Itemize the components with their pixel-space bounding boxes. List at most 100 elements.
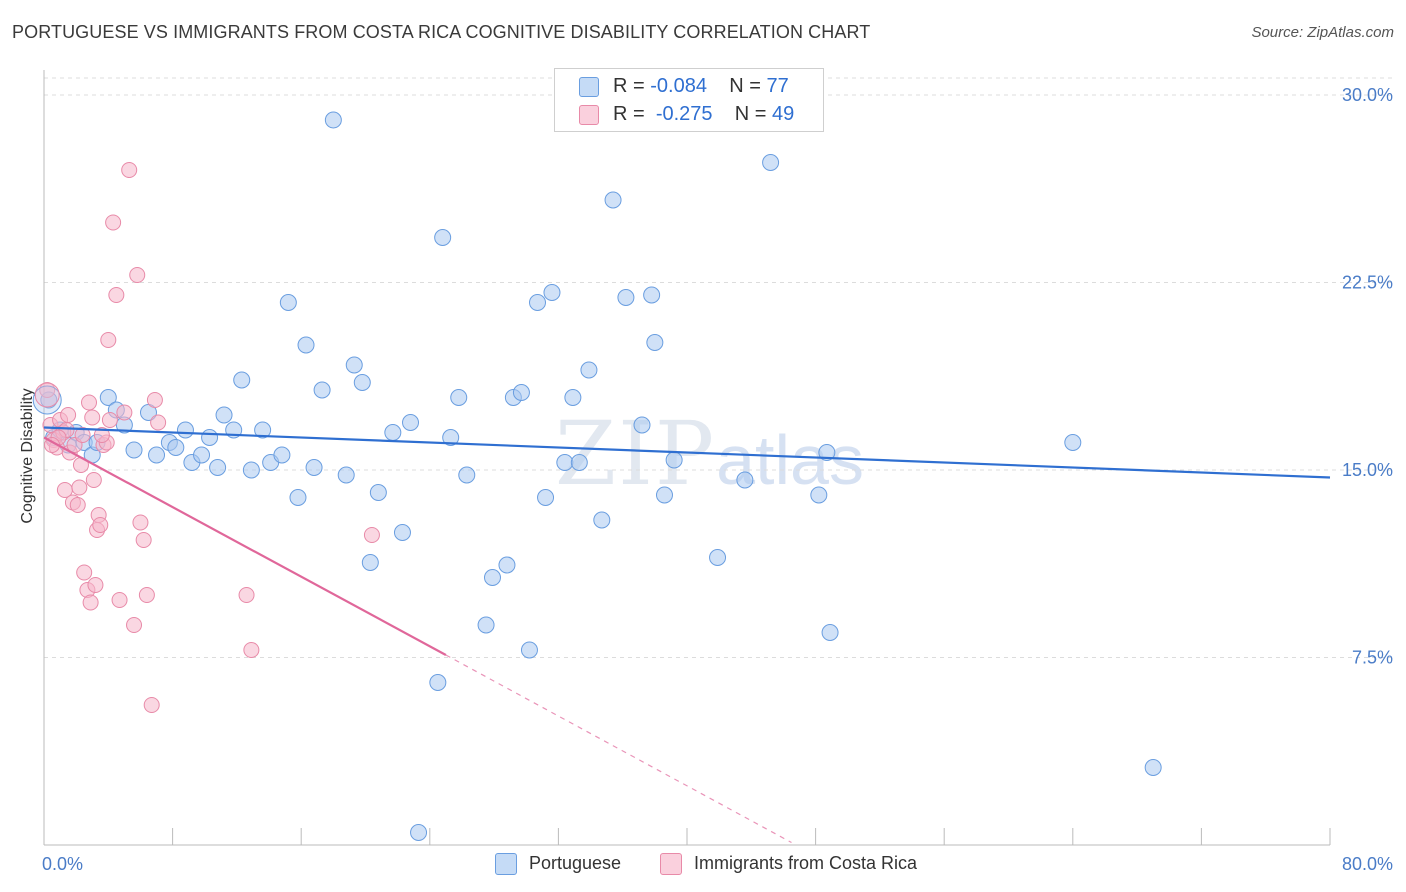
portuguese-point xyxy=(498,556,516,574)
costa-rica-point xyxy=(100,332,117,348)
portuguese-point xyxy=(233,371,251,389)
costa-rica-point xyxy=(85,472,102,488)
y-tick-label: 15.0% xyxy=(1342,460,1393,480)
portuguese-trend-line xyxy=(43,426,1331,479)
portuguese-point xyxy=(665,451,683,469)
portuguese-point xyxy=(580,361,598,379)
portuguese-point xyxy=(570,454,588,471)
costa-rica-point xyxy=(93,427,110,443)
costa-rica-point xyxy=(138,587,155,603)
bottom-legend-label-portuguese: Portuguese xyxy=(529,853,622,873)
costa-rica-point xyxy=(76,564,93,581)
costa-rica-point xyxy=(82,594,99,611)
bottom-legend-swatch-costa-rica xyxy=(660,853,682,875)
portuguese-point xyxy=(1064,434,1082,451)
costa-rica-point xyxy=(129,267,146,283)
costa-rica-trend-line xyxy=(43,436,447,656)
chart-title: PORTUGUESE VS IMMIGRANTS FROM COSTA RICA… xyxy=(12,22,871,42)
portuguese-point xyxy=(477,616,495,634)
portuguese-point xyxy=(209,459,227,476)
portuguese-point xyxy=(289,489,307,506)
legend-stats-portuguese: R = -0.084 N = 77 xyxy=(613,75,789,97)
portuguese-point xyxy=(762,154,780,171)
costa-rica-point xyxy=(111,592,128,608)
costa-rica-point xyxy=(363,527,380,543)
portuguese-point xyxy=(529,294,547,311)
portuguese-point xyxy=(384,424,402,441)
portuguese-point xyxy=(297,336,315,354)
portuguese-point xyxy=(361,554,379,571)
portuguese-point xyxy=(442,429,460,446)
y-tick-label: 22.5% xyxy=(1342,273,1393,293)
portuguese-point xyxy=(215,406,233,424)
portuguese-point xyxy=(193,446,211,464)
costa-rica-point xyxy=(69,497,86,513)
portuguese-point xyxy=(345,356,363,374)
portuguese-point xyxy=(564,389,582,406)
bottom-legend-swatch-portuguese xyxy=(495,853,517,875)
costa-rica-point xyxy=(81,394,98,411)
costa-rica-trend-extension xyxy=(445,654,792,844)
portuguese-point xyxy=(617,289,635,306)
y-tick-label: 7.5% xyxy=(1352,648,1393,668)
portuguese-point xyxy=(1144,759,1162,776)
x-tick-label: 0.0% xyxy=(42,854,83,874)
portuguese-point xyxy=(393,524,411,541)
portuguese-point xyxy=(512,384,530,401)
portuguese-point xyxy=(242,461,260,479)
costa-rica-point xyxy=(135,532,152,548)
portuguese-point xyxy=(458,466,476,484)
portuguese-point xyxy=(125,441,143,459)
portuguese-point xyxy=(273,446,291,464)
portuguese-point xyxy=(201,429,219,446)
legend-swatch-portuguese xyxy=(579,77,599,97)
costa-rica-point xyxy=(121,162,138,178)
portuguese-point xyxy=(369,484,387,501)
watermark: ZIPatlas xyxy=(555,402,864,505)
costa-rica-point xyxy=(101,412,118,428)
portuguese-point xyxy=(821,624,839,641)
costa-rica-point xyxy=(60,407,77,423)
source-credit: Source: ZipAtlas.com xyxy=(1251,24,1394,41)
portuguese-point xyxy=(736,471,754,489)
costa-rica-point xyxy=(74,427,91,443)
portuguese-point xyxy=(537,489,555,506)
portuguese-point xyxy=(604,191,622,209)
portuguese-point xyxy=(167,439,185,456)
portuguese-point xyxy=(148,446,166,464)
costa-rica-point xyxy=(238,587,255,603)
legend-swatch-costa-rica xyxy=(579,105,599,125)
costa-rica-point xyxy=(243,642,260,658)
portuguese-point xyxy=(709,549,727,566)
portuguese-point xyxy=(434,229,452,246)
portuguese-point xyxy=(646,334,664,351)
portuguese-point xyxy=(176,421,194,439)
portuguese-point xyxy=(450,389,468,406)
correlation-legend: R = -0.084 N = 77 R = -0.275 N = 49 xyxy=(554,68,824,132)
portuguese-point xyxy=(633,416,651,434)
costa-rica-point xyxy=(150,414,167,431)
costa-rica-point xyxy=(116,404,133,421)
portuguese-point xyxy=(402,414,420,431)
legend-stats-costa-rica: R = -0.275 N = 49 xyxy=(613,103,795,125)
portuguese-point xyxy=(429,674,447,691)
portuguese-point xyxy=(410,824,428,841)
costa-rica-point xyxy=(105,214,122,231)
portuguese-point xyxy=(337,466,355,484)
costa-rica-point xyxy=(92,517,109,533)
costa-rica-point xyxy=(143,697,160,713)
portuguese-point xyxy=(305,459,323,476)
portuguese-point xyxy=(818,444,836,461)
portuguese-point xyxy=(520,641,538,659)
portuguese-point xyxy=(313,381,331,399)
bottom-legend-label-costa-rica: Immigrants from Costa Rica xyxy=(694,853,918,873)
portuguese-point xyxy=(810,486,828,504)
portuguese-point xyxy=(32,385,62,415)
portuguese-point xyxy=(643,286,661,304)
portuguese-point xyxy=(556,454,574,471)
costa-rica-point xyxy=(87,577,104,593)
portuguese-point xyxy=(543,284,561,301)
costa-rica-point xyxy=(108,287,125,303)
portuguese-point xyxy=(483,569,501,586)
portuguese-point xyxy=(655,486,673,504)
